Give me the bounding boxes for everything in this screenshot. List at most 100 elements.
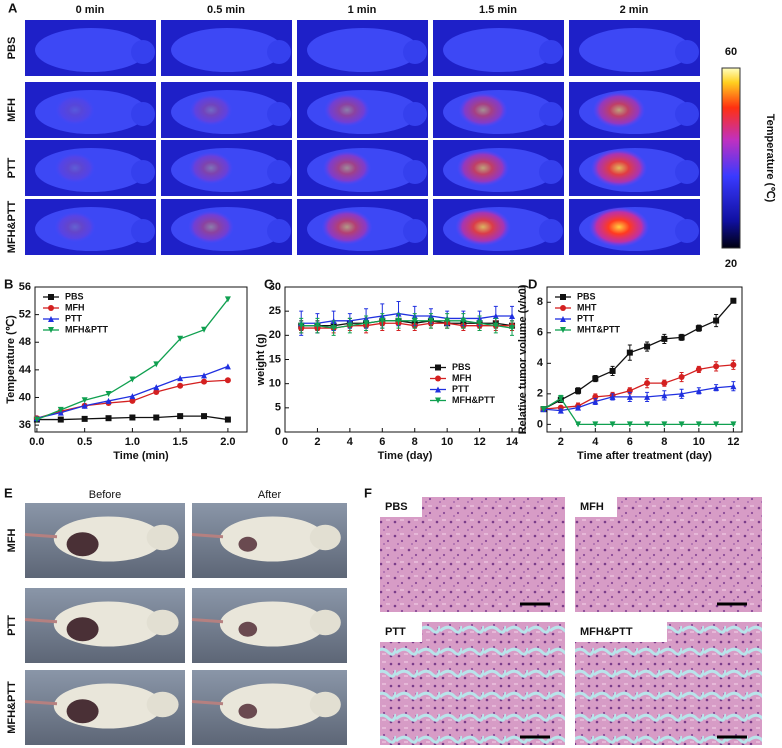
y-tick-label: 20 (269, 329, 281, 341)
data-point (492, 313, 499, 319)
plot-frame (34, 286, 248, 433)
data-point (411, 317, 418, 324)
mouse-head (131, 219, 155, 243)
legend-marker (48, 294, 54, 300)
x-tick-label: 6 (379, 436, 385, 448)
data-point (695, 387, 702, 394)
hot-spot (54, 211, 96, 243)
data-point (644, 343, 651, 350)
panel-letter: A (8, 0, 18, 15)
x-tick-label: 6 (627, 436, 633, 448)
data-point (575, 421, 582, 428)
data-point (363, 320, 370, 327)
image-label: MFH&PTT (580, 626, 633, 638)
x-axis-title: Time after treatment (day) (577, 450, 712, 462)
data-point (330, 325, 337, 332)
y-tick-label: 44 (19, 364, 32, 376)
data-point (661, 380, 668, 387)
y-tick-label: 10 (269, 378, 281, 390)
data-point (575, 387, 582, 394)
data-point (626, 349, 633, 356)
tumor (66, 617, 99, 642)
colorbar (721, 67, 741, 249)
row-label: MFH&PTT (6, 681, 18, 734)
mouse-silhouette (579, 28, 691, 72)
column-label: After (258, 489, 282, 501)
mouse-head (267, 160, 291, 184)
row-label: PTT (6, 615, 18, 636)
hot-spot (189, 94, 233, 126)
y-tick-label: 30 (269, 281, 281, 293)
legend-marker (48, 316, 54, 322)
mouse-body (219, 601, 326, 647)
data-point (730, 297, 737, 304)
data-point (644, 393, 651, 400)
label-box (575, 622, 667, 642)
data-point (695, 325, 702, 332)
data-point (730, 361, 737, 368)
mouse-tail (191, 618, 224, 624)
series-line (301, 320, 513, 329)
hot-spot (322, 150, 372, 186)
legend-label: MHT (577, 302, 597, 312)
data-point (540, 406, 547, 413)
column-label: 1.5 min (479, 4, 517, 16)
x-tick-label: 0 (282, 436, 288, 448)
hot-spot (55, 95, 95, 125)
y-axis-title: Temperature (℃) (5, 315, 17, 404)
row-label: PBS (6, 37, 18, 60)
mouse-head (403, 219, 427, 243)
mouse-silhouette (307, 28, 419, 72)
legend-label: PTT (65, 313, 83, 323)
data-point (153, 361, 160, 368)
legend-label: MHT&PTT (577, 324, 620, 334)
legend-label: MFH (65, 302, 85, 312)
column-label: 1 min (348, 4, 377, 16)
x-axis-title: Time (min) (113, 450, 169, 462)
data-point (492, 322, 499, 329)
x-tick-label: 12 (473, 436, 485, 448)
mouse-silhouette (171, 28, 283, 72)
y-tick-label: 2 (537, 388, 543, 400)
mouse-head (146, 691, 179, 718)
y-tick-label: 48 (19, 336, 31, 348)
x-axis-title: Time (day) (378, 450, 433, 462)
y-tick-label: 6 (537, 327, 543, 339)
y-tick-label: 0 (537, 418, 543, 430)
series-line (543, 385, 734, 412)
y-tick-label: 4 (537, 357, 544, 369)
data-point (460, 317, 467, 324)
data-point (592, 421, 599, 428)
colorbar-min: 20 (725, 258, 737, 270)
data-point (661, 421, 668, 428)
data-point (81, 402, 88, 409)
legend-marker (560, 316, 566, 322)
mouse-silhouette (443, 28, 555, 72)
data-point (81, 397, 88, 404)
data-point (713, 363, 720, 370)
data-point (33, 416, 40, 423)
data-point (177, 375, 184, 382)
legend-marker (560, 305, 566, 311)
data-point (224, 296, 231, 303)
mouse-head (267, 102, 291, 126)
data-point (678, 390, 685, 397)
y-tick-label: 0 (275, 426, 281, 438)
legend-label: MFH (452, 373, 472, 383)
legend-marker (48, 305, 54, 311)
mouse-head (539, 219, 563, 243)
data-point (609, 393, 616, 400)
y-tick-label: 25 (269, 305, 281, 317)
data-point (201, 378, 208, 385)
data-point (730, 383, 737, 390)
mouse-head (146, 524, 179, 551)
data-point (575, 404, 582, 411)
x-tick-label: 0.0 (29, 436, 44, 448)
data-point (129, 397, 136, 404)
data-point (626, 393, 633, 400)
data-point (201, 326, 208, 333)
x-tick-label: 12 (727, 436, 739, 448)
legend-marker (560, 327, 566, 333)
x-tick-label: 1.5 (173, 436, 188, 448)
plot-frame (284, 286, 526, 433)
